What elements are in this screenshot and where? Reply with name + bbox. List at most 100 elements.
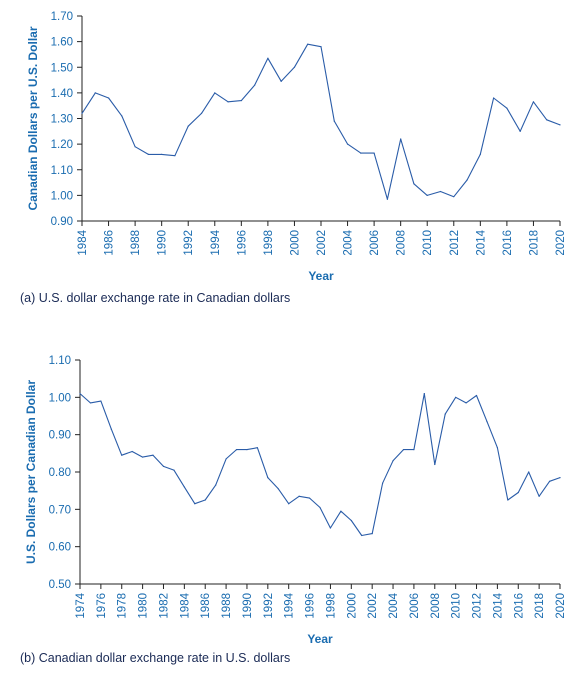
chart-b-data-point xyxy=(517,491,519,494)
chart-b-data-point xyxy=(267,477,269,479)
chart-a-data-point xyxy=(479,153,481,155)
chart-a-data-point xyxy=(227,101,229,103)
chart-b-data-point xyxy=(559,477,561,479)
chart-a-x-tick-label: 2010 xyxy=(422,230,434,256)
chart-b-data-point xyxy=(183,486,185,488)
chart-a-data-point xyxy=(559,124,561,126)
chart-a-data-point xyxy=(134,146,136,148)
chart-b-x-tick-label: 1998 xyxy=(325,593,337,619)
chart-b-data-point xyxy=(162,465,165,467)
chart-b-data-point xyxy=(79,393,81,395)
chart-b-data-point xyxy=(434,463,436,466)
chart-b-data-point xyxy=(100,400,102,402)
chart-b-y-tick-label: 0.50 xyxy=(49,579,71,591)
chart-a-data-point xyxy=(293,66,296,68)
chart-a-data-point xyxy=(506,107,508,109)
chart-a-data-point xyxy=(439,190,442,193)
chart-a-y-tick-label: 1.20 xyxy=(51,139,73,151)
chart-a-data-point xyxy=(200,112,203,114)
chart-a-data-point xyxy=(307,43,309,45)
chart-b-data-point xyxy=(225,458,227,460)
chart-a-y-tick-label: 1.30 xyxy=(51,114,73,126)
chart-b-data-point xyxy=(319,506,321,509)
chart-a-y-tick-label: 1.50 xyxy=(51,62,73,74)
chart-a-x-tick-label: 1986 xyxy=(104,230,116,256)
chart-b-data-point xyxy=(256,447,258,449)
chart-b-data-point xyxy=(548,480,551,482)
chart-a-x-tick-label: 1994 xyxy=(210,229,222,255)
chart-a-x-tick-label: 2006 xyxy=(369,230,381,256)
chart-b-data-point xyxy=(246,449,248,451)
chart-b-x-tick-label: 2010 xyxy=(451,593,463,619)
chart-b-data-point xyxy=(142,456,144,458)
chart-a-data-point xyxy=(254,84,256,86)
chart-b-x-tick-label: 2006 xyxy=(409,593,421,619)
chart-a-y-tick-label: 1.10 xyxy=(51,165,73,177)
chart-b-data-point xyxy=(486,421,488,423)
chart-a-data-point xyxy=(373,152,375,154)
chart-b-data-point xyxy=(308,497,311,499)
chart-a-x-tick-label: 2020 xyxy=(555,230,567,256)
chart-b-data-point xyxy=(131,450,133,453)
chart-b-x-tick-label: 1992 xyxy=(263,593,275,619)
chart-b-data-point xyxy=(89,402,92,404)
chart-b-caption: (b) Canadian dollar exchange rate in U.S… xyxy=(20,651,291,665)
chart-a: 0.90 1.00 1.10 1.20 1.30 1.40 1.50 1.60 1.70 1984… xyxy=(26,11,567,283)
chart-a-data-point xyxy=(426,194,428,196)
chart-b-data-point xyxy=(329,527,332,529)
chart-b-data-point xyxy=(444,413,446,415)
chart-b-x-tick-label: 1988 xyxy=(221,593,233,619)
chart-b-x-tick-label: 1974 xyxy=(75,592,87,618)
chart-b-data-point xyxy=(475,394,478,397)
chart-b-data-point xyxy=(455,396,457,398)
chart-b-data-point xyxy=(110,428,112,430)
chart-b-data-point xyxy=(402,449,405,451)
chart-a-y-tick-label: 1.60 xyxy=(51,37,73,49)
chart-a-y-axis-title: Canadian Dollars per U.S. Dollar xyxy=(26,26,40,210)
chart-b-data-point xyxy=(350,519,352,522)
chart-b-x-tick-label: 2014 xyxy=(492,592,504,618)
chart-a-data-point xyxy=(121,115,123,117)
chart-b-x-tick-label: 1980 xyxy=(138,593,150,619)
chart-a-data-point xyxy=(174,155,176,157)
chart-a-x-tick-label: 1998 xyxy=(263,230,275,256)
chart-b-data-point xyxy=(288,503,290,505)
chart-a-x-tick-label: 2002 xyxy=(316,230,328,256)
chart-a-data-point xyxy=(413,183,415,185)
chart-b-y-tick-label: 0.70 xyxy=(49,504,71,516)
chart-b-y-tick-label: 0.90 xyxy=(49,430,71,442)
chart-a-x-tick-label: 1996 xyxy=(236,230,248,256)
chart-b-data-point xyxy=(496,447,498,449)
chart-a-data-point xyxy=(267,57,269,59)
chart-b-data-point xyxy=(528,471,530,473)
chart-b-x-tick-label: 2004 xyxy=(388,592,400,618)
chart-a-data-point xyxy=(81,112,83,114)
chart-b-y-tick-label: 0.60 xyxy=(49,542,71,554)
chart-b-x-tick-label: 2000 xyxy=(346,593,358,619)
chart-a-data-point xyxy=(147,153,149,155)
chart-b-x-tick-label: 2012 xyxy=(472,593,484,619)
chart-b-y-tick-label: 1.00 xyxy=(49,392,71,404)
chart-a-data-point xyxy=(346,143,349,145)
chart-a-data-point xyxy=(519,130,521,132)
chart-a-data-point xyxy=(546,119,548,121)
chart-b-data-point xyxy=(298,495,300,497)
chart-b: 0.50 0.60 0.70 0.80 0.90 1.00 1.10 1974 1976 1978… xyxy=(24,355,567,646)
chart-a-y-tick-label: 1.70 xyxy=(51,11,73,23)
chart-a-x-tick-label: 1984 xyxy=(77,229,89,255)
chart-b-data-point xyxy=(507,499,509,501)
chart-b-data-point xyxy=(121,454,123,456)
chart-b-series-line xyxy=(79,393,561,537)
chart-b-x-tick-label: 1996 xyxy=(305,593,317,619)
chart-a-data-point xyxy=(360,152,362,154)
chart-b-x-tick-label: 2002 xyxy=(367,593,379,619)
chart-a-y-tick-label: 0.90 xyxy=(51,216,73,228)
chart-a-x-tick-label: 2016 xyxy=(502,230,514,256)
chart-a-data-point xyxy=(386,198,388,200)
chart-a-data-point xyxy=(214,92,216,94)
chart-b-y-axis-title: U.S. Dollars per Canadian Dollar xyxy=(24,380,38,564)
chart-b-x-tick-label: 2008 xyxy=(430,593,442,619)
chart-a-x-tick-label: 2008 xyxy=(396,230,408,256)
